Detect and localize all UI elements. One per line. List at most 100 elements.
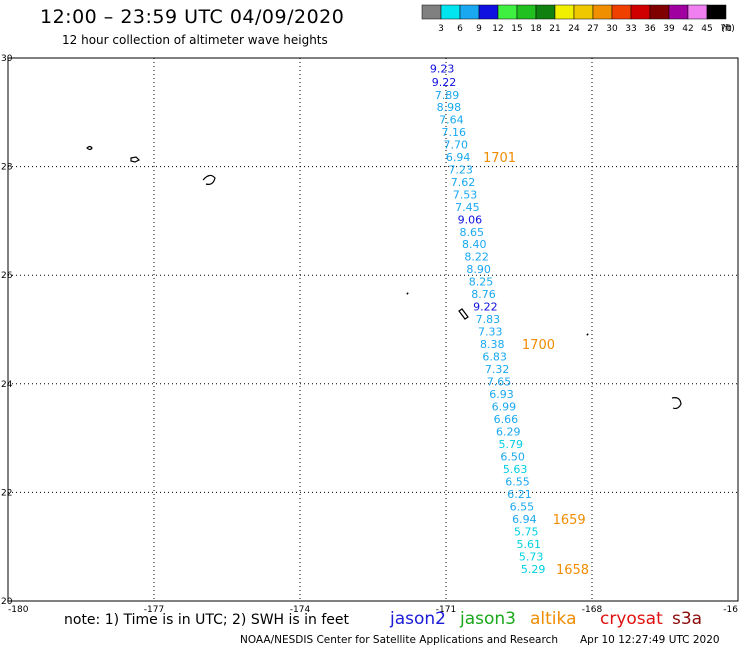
colorbar-tick-label: 12 [492,24,503,34]
wave-height-label: 7.83 [476,313,501,326]
wave-height-label: 8.90 [466,263,491,276]
colorbar-swatch [592,4,613,20]
wave-height-label: 6.29 [496,426,521,439]
colorbar-tick-label: 45 [701,24,712,34]
satellite-name: jason2 [390,609,446,629]
wave-height-label: 8.40 [462,238,487,251]
time-label: 1658 [556,563,589,578]
colorbar-swatch [478,4,499,20]
colorbar-tick-label: 42 [682,24,693,34]
wave-height-label: 7.62 [451,176,476,189]
wave-height-label: 7.65 [487,376,512,389]
satellite-name: s3a [672,609,703,629]
wave-height-label: 6.94 [512,513,537,526]
island-outline [202,174,216,185]
wave-height-label: 8.22 [464,251,489,264]
wave-height-label: 9.06 [458,213,483,226]
time-label: 1700 [522,338,555,353]
colorbar-swatch [649,4,670,20]
island-outline [130,156,141,163]
wave-height-label: 6.83 [482,351,507,364]
wave-height-label: 5.79 [498,438,523,451]
colorbar-tick-label: 9 [476,24,482,34]
wave-height-label: 9.22 [473,301,498,314]
y-tick-label: 30 [1,54,13,64]
y-tick-label: 28 [1,163,13,173]
colorbar-swatch [421,4,442,20]
colorbar-tick-label: 27 [587,24,598,34]
x-tick-label: -171 [436,605,456,615]
colorbar-tick-label: 36 [644,24,656,34]
wave-height-label: 6.21 [507,488,532,501]
wave-height-label: 5.61 [516,538,541,551]
colorbar-swatch [573,4,594,20]
colorbar-tick-label: 30 [606,24,618,34]
wave-height-label: 6.99 [492,401,517,414]
y-tick-label: 20 [1,597,13,607]
credit-line: NOAA/NESDIS Center for Satellite Applica… [240,634,558,646]
wave-height-label: 7.89 [435,89,460,102]
satellite-name: cryosat [600,609,663,629]
colorbar-tick-label: 6 [457,24,463,34]
chart-subtitle: 12 hour collection of altimeter wave hei… [62,33,328,47]
colorbar-swatch [687,4,708,20]
wave-height-label: 6.50 [500,451,525,464]
wave-height-label: 8.38 [480,338,505,351]
island-outline [586,333,589,336]
footnote: note: 1) Time is in UTC; 2) SWH is in fe… [64,612,350,628]
colorbar-swatch [535,4,556,20]
colorbar-tick-label: 15 [511,24,522,34]
wave-height-label: 7.32 [485,363,510,376]
x-tick-label: -16 [723,605,738,615]
wave-height-label: 6.94 [446,151,471,164]
colorbar-swatch [516,4,537,20]
colorbar-swatch [497,4,518,20]
colorbar-swatch [706,4,727,20]
time-label: 1659 [553,513,586,528]
wave-height-label: 8.98 [437,101,462,114]
colorbar-swatch [611,4,632,20]
island-outline [86,145,93,151]
colorbar-tick-label: 70 [720,24,732,34]
x-tick-label: -174 [290,605,311,615]
y-tick-label: 24 [1,380,13,390]
wave-height-label: 5.73 [519,550,544,563]
colorbar-tick-label: 33 [625,24,636,34]
x-tick-label: -180 [8,605,29,615]
colorbar-tick-label: 21 [549,24,560,34]
colorbar-swatch [668,4,689,20]
wave-height-label: 7.64 [439,113,464,126]
island-outline [406,292,409,295]
wave-height-label: 8.65 [460,226,485,239]
wave-height-label: 5.75 [514,525,539,538]
wave-height-label: 8.76 [471,288,496,301]
chart-title: 12:00 – 23:59 UTC 04/09/2020 [40,6,345,28]
wave-height-label: 7.53 [453,188,478,201]
colorbar-tick-label: 24 [568,24,580,34]
x-tick-label: -168 [582,605,603,615]
x-tick-label: -177 [144,605,164,615]
island-outline [671,397,682,410]
wave-height-label: 6.66 [494,413,519,426]
time-label: 1701 [483,151,516,166]
wave-height-label: 6.93 [489,388,514,401]
wave-height-label: 5.63 [503,463,528,476]
colorbar-tick-label: 3 [438,24,444,34]
wave-height-label: 9.23 [430,62,455,75]
colorbar-tick-label: 39 [663,24,675,34]
colorbar-swatch [554,4,575,20]
wave-height-label: 7.70 [443,138,468,151]
satellite-name: jason3 [460,609,516,629]
colorbar-swatch [630,4,651,20]
island-outline [458,308,469,320]
colorbar-swatch [440,4,461,20]
wave-height-label: 6.55 [510,501,535,514]
wave-height-label: 7.16 [442,126,467,139]
wave-height-label: 6.55 [505,476,530,489]
colorbar-unit: (ft) [721,24,735,34]
satellite-name: altika [530,609,577,629]
wave-height-label: 9.22 [432,76,457,89]
wave-height-label: 7.23 [448,163,473,176]
wave-height-label: 7.45 [455,201,480,214]
